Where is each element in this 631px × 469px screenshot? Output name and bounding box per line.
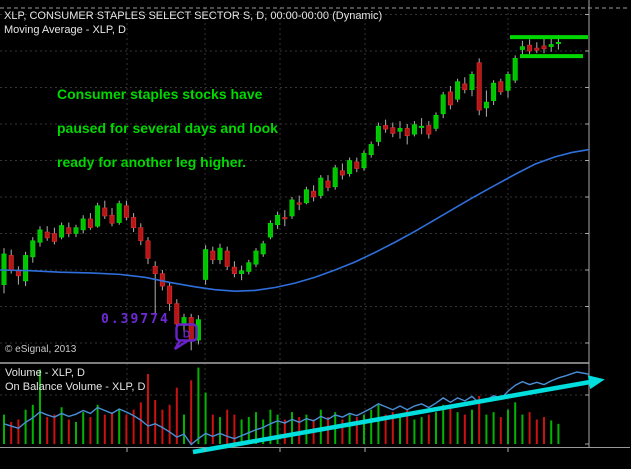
obv-legend: On Balance Volume - XLP, D xyxy=(5,381,146,393)
annotation-note-line2: paused for several days and look xyxy=(57,120,278,136)
time-axis[interactable]: Dyn 17Jan16FebMar xyxy=(0,448,631,469)
callout-icon: D xyxy=(173,323,198,351)
ma-legend: Moving Average - XLP, D xyxy=(4,24,126,36)
volume-legend: Volume - XLP, D xyxy=(5,367,85,379)
annotation-note-line3: ready for another leg higher. xyxy=(57,154,247,170)
annotation-note: Consumer staples stocks have paused for … xyxy=(57,69,278,188)
svg-text:D: D xyxy=(183,330,190,341)
study-value-label: 0.39774 xyxy=(101,312,170,327)
annotation-note-line1: Consumer staples stocks have xyxy=(57,86,263,102)
price-axis[interactable]: 39.2039.0038.7238.5038.0037.5037.1537.00… xyxy=(589,0,631,448)
copyright-text: © eSignal, 2013 xyxy=(5,344,77,355)
chart-title: XLP, CONSUMER STAPLES SELECT SECTOR S, D… xyxy=(4,10,383,22)
